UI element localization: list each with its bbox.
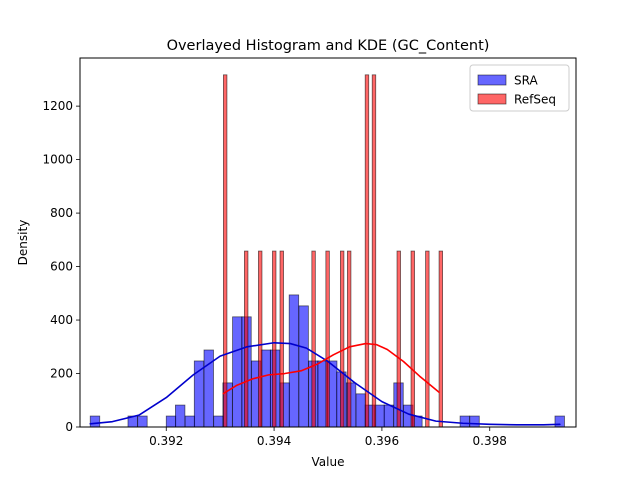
refseq-bar-7 [339,250,345,428]
legend-label-sra: SRA [514,74,538,88]
sra-bar-30 [459,415,470,428]
sra-bar-23 [355,393,366,428]
sra-bar-8 [213,415,224,428]
x-axis-label: Value [312,455,345,469]
sra-bar-31 [469,415,480,428]
sra-bar-4 [175,404,186,428]
x-tick-label: 0.396 [365,434,399,448]
chart-title: Overlayed Histogram and KDE (GC_Content) [167,38,490,54]
sra-bar-5 [184,415,196,428]
sra-bar-2 [137,415,148,428]
kde-line-sra [89,341,561,426]
x-tick-label: 0.394 [257,434,291,448]
y-tick-label: 1000 [42,153,73,167]
refseq-bar-11 [396,250,401,428]
sra-bar-0 [89,415,101,428]
y-tick-label: 0 [65,420,73,434]
sra-bar-16 [288,294,300,428]
legend: SRA RefSeq [469,64,570,112]
kde-layer [89,341,561,426]
refseq-bar-10 [371,74,377,428]
y-tick-label: 600 [50,260,73,274]
x-axis: 0.392 0.394 0.396 0.398 [149,427,507,448]
refseq-bar-6 [325,250,330,428]
x-tick-label: 0.392 [149,434,183,448]
sra-bar-13 [260,349,272,428]
sra-bar-25 [374,404,385,428]
refseq-bar-8 [347,250,352,428]
plot-area [89,74,565,428]
refseq-bar-14 [438,250,443,428]
y-tick-label: 1200 [42,99,73,113]
y-axis: 0 200 400 600 800 1000 1200 [42,99,80,434]
refseq-bar-9 [364,74,370,428]
sra-bar-26 [383,404,394,428]
refseq-bar-12 [410,250,415,428]
refseq-bar-4 [279,250,284,428]
y-tick-label: 400 [50,313,73,327]
series-refseq [223,74,443,428]
legend-swatch-sra [477,74,507,86]
y-tick-label: 800 [50,206,73,220]
y-axis-label: Density [16,220,30,266]
refseq-bar-13 [425,250,430,428]
refseq-bar-5 [311,250,316,428]
x-tick-label: 0.398 [473,434,507,448]
refseq-bar-0 [223,74,228,428]
refseq-bar-1 [244,250,249,428]
refseq-bar-2 [258,250,263,428]
sra-bar-10 [232,316,243,428]
kde-line-refseq [222,342,440,395]
sra-bar-3 [165,415,177,428]
refseq-bar-3 [272,250,277,428]
axes-frame [79,57,577,428]
y-tick-label: 200 [50,367,73,381]
legend-swatch-refseq [477,93,507,105]
sra-bar-17 [298,305,309,428]
sra-bar-32 [554,415,565,428]
legend-label-refseq: RefSeq [514,93,556,107]
